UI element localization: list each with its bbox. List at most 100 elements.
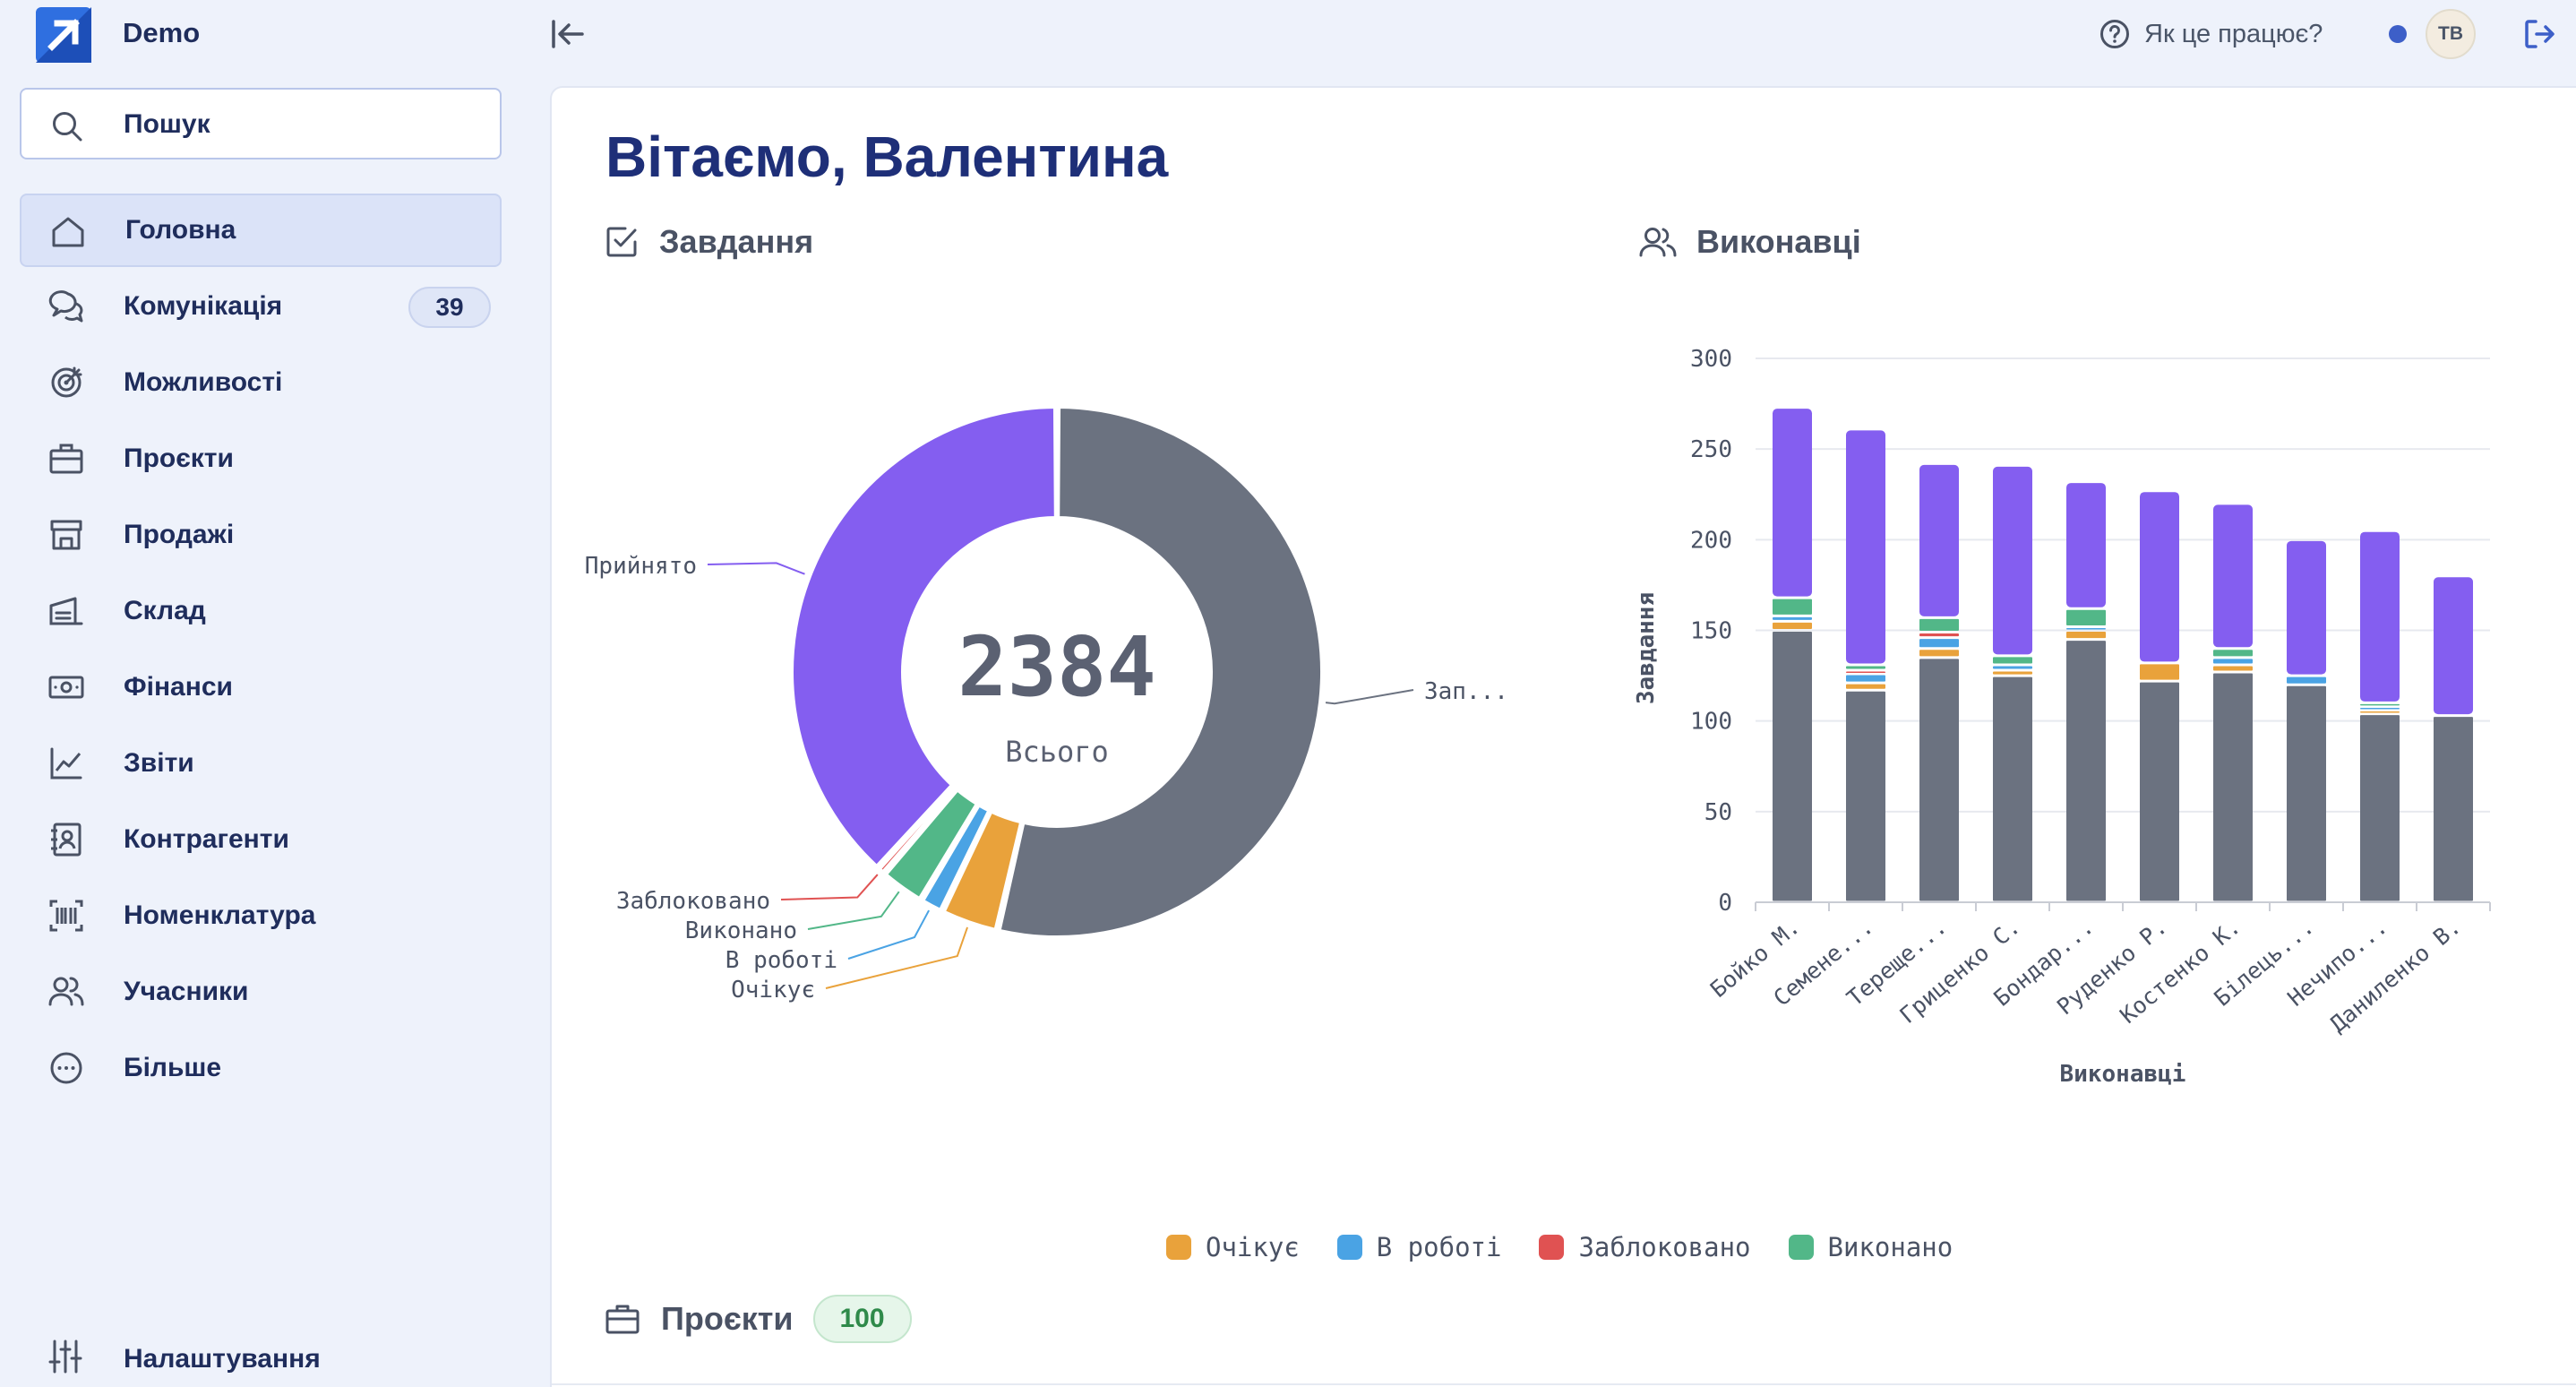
donut-label: Зап... — [1424, 678, 1508, 705]
bar-segment[interactable] — [1846, 430, 1885, 664]
bar-segment[interactable] — [1846, 675, 1885, 682]
bar-segment[interactable] — [2360, 707, 2400, 710]
donut-slice[interactable] — [790, 405, 1058, 869]
bar-segment[interactable] — [2434, 577, 2473, 715]
online-status-dot — [2389, 25, 2407, 43]
bar-segment[interactable] — [2287, 676, 2326, 684]
bar-segment[interactable] — [2066, 609, 2106, 625]
donut-slice[interactable] — [877, 784, 958, 874]
divider — [552, 1383, 2576, 1385]
bar-segment[interactable] — [1773, 622, 1812, 629]
bar-segment[interactable] — [2066, 632, 2106, 639]
sidebar-item-target[interactable]: Можливості — [20, 346, 502, 419]
bar-segment[interactable] — [2434, 717, 2473, 901]
bar-segment[interactable] — [1919, 659, 1959, 901]
bar-segment[interactable] — [1846, 671, 1885, 674]
sidebar-item-barcode[interactable]: Номенклатура — [20, 879, 502, 952]
bar-segment[interactable] — [2213, 650, 2253, 657]
sidebar-item-briefcase[interactable]: Проєкти — [20, 422, 502, 495]
logout-button[interactable] — [2519, 14, 2560, 54]
sidebar-item-label: Контрагенти — [124, 824, 289, 854]
sidebar-item-label: Номенклатура — [124, 900, 316, 930]
warehouse-icon — [48, 593, 84, 629]
sidebar-item-store[interactable]: Продажі — [20, 498, 502, 572]
sidebar-item-users[interactable]: Учасники — [20, 955, 502, 1029]
bar-segment[interactable] — [2213, 504, 2253, 648]
legend-item[interactable]: Виконано — [1788, 1232, 1953, 1262]
bar-segment[interactable] — [1919, 464, 1959, 616]
users-icon — [48, 974, 84, 1010]
bar-segment[interactable] — [2213, 659, 2253, 664]
bar-segment[interactable] — [1773, 409, 1812, 597]
app-logo-icon[interactable] — [36, 7, 91, 63]
y-tick-label: 100 — [1690, 709, 1732, 736]
bar-segment[interactable] — [2287, 540, 2326, 675]
sidebar-item-warehouse[interactable]: Склад — [20, 574, 502, 648]
sidebar-item-label: Звіти — [124, 748, 194, 778]
bar-segment[interactable] — [2360, 711, 2400, 713]
legend-swatch — [1788, 1235, 1814, 1260]
bar-segment[interactable] — [1919, 633, 1959, 637]
bar-segment[interactable] — [2287, 685, 2326, 901]
sidebar-item-home[interactable]: Головна — [20, 194, 502, 267]
bar-segment[interactable] — [2140, 682, 2179, 901]
chart-legend: Очікує В роботі Заблоковано Виконано — [1166, 1229, 1990, 1265]
bar-segment[interactable] — [1846, 691, 1885, 901]
legend-item[interactable]: В роботі — [1336, 1232, 1501, 1262]
legend-swatch — [1336, 1235, 1362, 1260]
sidebar-item-banknote[interactable]: Фінанси — [20, 650, 502, 724]
help-link[interactable]: Як це працює? — [2099, 14, 2323, 54]
bar-segment[interactable] — [2066, 641, 2106, 901]
legend-item[interactable]: Очікує — [1166, 1232, 1300, 1262]
donut-slice[interactable] — [997, 405, 1324, 939]
bar-segment[interactable] — [2140, 492, 2179, 662]
sidebar-item-label: Можливості — [124, 367, 283, 397]
donut-slice[interactable] — [883, 788, 979, 901]
bar-segment[interactable] — [1773, 599, 1812, 615]
search-icon — [53, 112, 82, 142]
sidebar-item-chart-line[interactable]: Звіти — [20, 727, 502, 800]
donut-leader-line — [825, 926, 968, 989]
bar-segment[interactable] — [1993, 666, 2032, 669]
legend-item[interactable]: Заблоковано — [1539, 1232, 1751, 1262]
search-box[interactable] — [20, 88, 502, 159]
bar-segment[interactable] — [2360, 715, 2400, 901]
bar-segment[interactable] — [2360, 531, 2400, 702]
bar-segment[interactable] — [1773, 632, 1812, 901]
legend-label: Виконано — [1827, 1232, 1953, 1262]
bar-segment[interactable] — [1846, 666, 1885, 669]
donut-label: Прийнято — [585, 553, 697, 580]
bar-segment[interactable] — [1846, 684, 1885, 689]
donut-label: Заблоковано — [616, 888, 770, 915]
donut-leader-line — [1325, 689, 1414, 705]
bar-segment[interactable] — [1773, 616, 1812, 620]
donut-slice[interactable] — [941, 809, 1024, 932]
bar-segment[interactable] — [2066, 483, 2106, 607]
projects-count-badge: 100 — [812, 1295, 912, 1343]
donut-slice[interactable] — [921, 803, 992, 912]
bar-segment[interactable] — [2066, 627, 2106, 630]
logout-icon — [2525, 20, 2555, 48]
bar-segment[interactable] — [1993, 671, 2032, 675]
bar-segment[interactable] — [1993, 466, 2032, 655]
sidebar-item-chat[interactable]: Комунікація 39 — [20, 270, 502, 343]
bar-segment[interactable] — [1919, 639, 1959, 648]
collapse-sidebar-button[interactable] — [548, 16, 588, 52]
collapse-left-icon — [552, 20, 584, 48]
sidebar-item-more[interactable]: Більше — [20, 1031, 502, 1105]
sidebar-item-contact-book[interactable]: Контрагенти — [20, 803, 502, 876]
y-tick-label: 0 — [1718, 890, 1732, 917]
bar-segment[interactable] — [2213, 673, 2253, 901]
sidebar-item-settings[interactable]: Налаштування — [20, 1330, 502, 1383]
search-input[interactable] — [124, 102, 482, 147]
bar-segment[interactable] — [1993, 676, 2032, 901]
bar-segment[interactable] — [1919, 650, 1959, 657]
bar-segment[interactable] — [2213, 666, 2253, 671]
bar-segment[interactable] — [1919, 618, 1959, 632]
bar-segment[interactable] — [1993, 657, 2032, 664]
legend-swatch — [1166, 1235, 1191, 1260]
bar-segment[interactable] — [2140, 664, 2179, 680]
more-icon — [48, 1050, 84, 1086]
user-avatar[interactable]: ТВ — [2426, 9, 2476, 59]
bar-segment[interactable] — [2360, 703, 2400, 706]
